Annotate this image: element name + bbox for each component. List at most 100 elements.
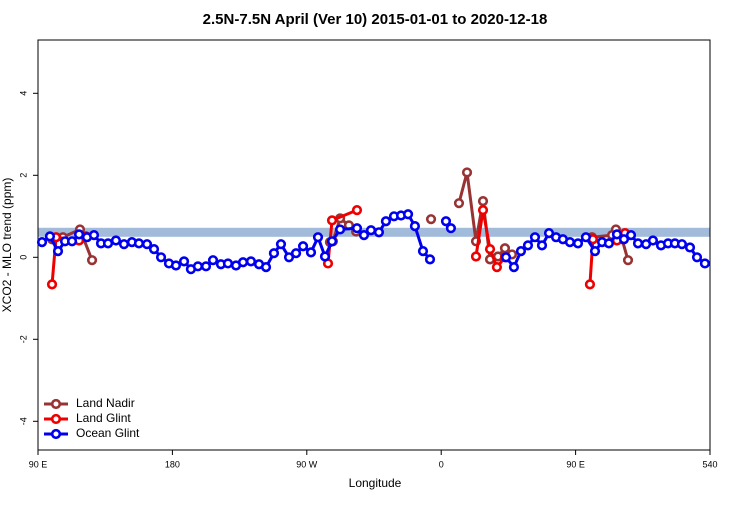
data-point bbox=[86, 255, 98, 266]
data-point bbox=[572, 238, 584, 249]
data-point bbox=[275, 239, 287, 250]
data-point bbox=[365, 225, 377, 236]
y-tick-label: 4 bbox=[18, 91, 28, 96]
data-point bbox=[618, 234, 630, 245]
data-point bbox=[691, 252, 703, 263]
data-point bbox=[402, 209, 414, 220]
data-point bbox=[625, 230, 637, 241]
data-point bbox=[470, 251, 482, 262]
data-point bbox=[351, 223, 363, 234]
data-point bbox=[409, 221, 421, 232]
data-point bbox=[44, 231, 56, 242]
legend-label: Land Glint bbox=[76, 411, 131, 425]
data-point bbox=[564, 237, 576, 248]
data-point bbox=[445, 223, 457, 234]
data-point bbox=[319, 251, 331, 262]
data-point bbox=[580, 232, 592, 243]
data-point bbox=[283, 252, 295, 263]
data-point bbox=[515, 246, 527, 257]
data-point bbox=[543, 228, 555, 239]
data-point bbox=[102, 238, 114, 249]
data-point bbox=[237, 257, 249, 268]
x-tick-label: 540 bbox=[702, 459, 717, 469]
data-point bbox=[268, 248, 280, 259]
data-point bbox=[622, 255, 634, 266]
data-point bbox=[326, 215, 338, 226]
data-point bbox=[73, 229, 85, 240]
data-point bbox=[500, 252, 512, 263]
data-point bbox=[536, 240, 548, 251]
x-tick-label: 0 bbox=[439, 459, 444, 469]
data-point bbox=[358, 230, 370, 241]
data-point bbox=[118, 239, 130, 250]
data-point bbox=[699, 258, 711, 269]
x-axis-label: Longitude bbox=[349, 476, 402, 490]
data-point bbox=[440, 216, 452, 227]
data-point bbox=[192, 261, 204, 272]
data-point bbox=[155, 252, 167, 263]
data-point bbox=[529, 232, 541, 243]
data-point bbox=[245, 256, 257, 267]
legend-marker bbox=[50, 413, 62, 425]
legend-label: Ocean Glint bbox=[76, 426, 140, 440]
y-tick-label: -4 bbox=[18, 417, 28, 425]
data-point bbox=[133, 238, 145, 249]
data-point bbox=[380, 216, 392, 227]
data-point bbox=[66, 236, 78, 247]
data-point bbox=[305, 247, 317, 258]
x-tick-label: 90 W bbox=[296, 459, 318, 469]
x-tick-label: 90 E bbox=[566, 459, 585, 469]
data-point bbox=[290, 248, 302, 259]
data-point bbox=[335, 224, 346, 235]
data-point bbox=[200, 261, 212, 272]
data-point bbox=[297, 241, 309, 252]
data-point bbox=[207, 255, 219, 266]
data-point bbox=[453, 198, 465, 209]
y-tick-label: 2 bbox=[18, 173, 28, 178]
legend-marker bbox=[50, 428, 62, 440]
y-tick-label: 0 bbox=[18, 255, 28, 260]
data-point bbox=[632, 238, 644, 249]
data-point bbox=[589, 246, 601, 257]
legend-label: Land Nadir bbox=[76, 396, 135, 410]
data-point bbox=[508, 262, 520, 273]
data-point bbox=[647, 235, 659, 246]
data-point bbox=[178, 256, 190, 267]
data-point bbox=[477, 205, 489, 216]
legend-marker bbox=[50, 398, 62, 410]
chart-title: 2.5N-7.5N April (Ver 10) 2015-01-01 to 2… bbox=[203, 11, 548, 28]
data-point bbox=[484, 244, 496, 255]
data-point bbox=[148, 244, 160, 255]
data-point bbox=[417, 246, 429, 257]
y-tick-label: -2 bbox=[18, 335, 28, 343]
data-point bbox=[499, 243, 511, 254]
data-point bbox=[52, 246, 64, 257]
data-point bbox=[46, 279, 58, 290]
data-point bbox=[373, 227, 385, 238]
data-point bbox=[141, 239, 153, 250]
data-point bbox=[424, 254, 436, 265]
data-point bbox=[611, 229, 623, 240]
data-point bbox=[684, 242, 696, 253]
data-point bbox=[110, 235, 122, 246]
data-point bbox=[222, 258, 234, 269]
data-point bbox=[351, 205, 363, 216]
x-tick-label: 180 bbox=[165, 459, 180, 469]
data-point bbox=[522, 240, 534, 251]
data-point bbox=[584, 279, 596, 290]
data-point bbox=[170, 260, 182, 271]
data-point bbox=[603, 238, 615, 249]
data-point bbox=[425, 214, 437, 225]
data-point bbox=[260, 262, 272, 273]
y-axis-label: XCO2 - MLO trend (ppm) bbox=[0, 178, 14, 313]
data-point bbox=[88, 230, 100, 241]
data-point bbox=[477, 196, 489, 207]
data-point bbox=[36, 237, 48, 248]
data-point bbox=[461, 167, 473, 178]
data-point bbox=[676, 239, 688, 250]
x-tick-label: 90 E bbox=[29, 459, 48, 469]
data-point bbox=[491, 262, 503, 273]
data-point bbox=[326, 236, 338, 247]
data-point bbox=[312, 232, 324, 243]
